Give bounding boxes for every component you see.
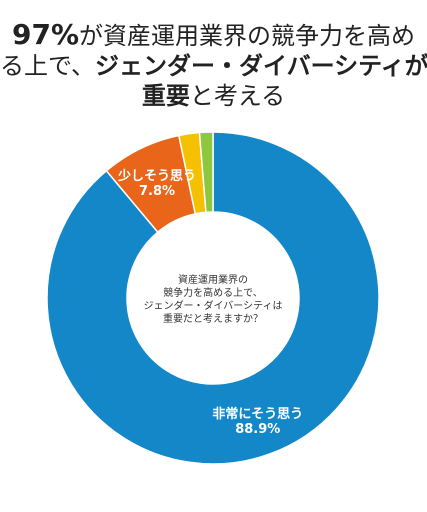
center-text-4: 重要だと考えますか？ [163,312,263,325]
title-line-1: 97%が資産運用業界の競争力を高め [0,20,427,51]
center-text-3: ジェンダー・ダイバーシティは [144,299,283,312]
center-text-2: 競争力を高める上で、 [163,286,263,299]
donut-slices [46,131,380,465]
donut-slice-3 [198,131,214,214]
slice-value-1: 7.8% [139,184,175,199]
center-text-1: 資産運用業界の [178,273,248,286]
title-percent: 97% [11,18,80,51]
title-line3-bold: 重要 [141,82,190,110]
slice-label-0: 非常にそう思う [212,406,303,422]
title-line-3: 重要と考える [0,81,427,111]
title-line-2: る上で、ジェンダー・ダイバーシティが [0,51,427,81]
title-line1-text: が資産運用業界の競争力を高め [79,22,416,50]
title-line2-bold: ジェンダー・ダイバーシティが [95,52,427,80]
title-line3-text: と考える [189,82,286,110]
chart-title: 97%が資産運用業界の競争力を高め る上で、ジェンダー・ダイバーシティが 重要と… [0,20,427,111]
slice-label-1: 少しそう思う [117,168,196,184]
slice-value-0: 88.9% [235,422,280,437]
title-line2-text: る上で、 [0,52,96,80]
donut-slice-0 [46,131,380,465]
center-question: 資産運用業界の 競争力を高める上で、 ジェンダー・ダイバーシティは 重要だと考え… [144,273,283,325]
